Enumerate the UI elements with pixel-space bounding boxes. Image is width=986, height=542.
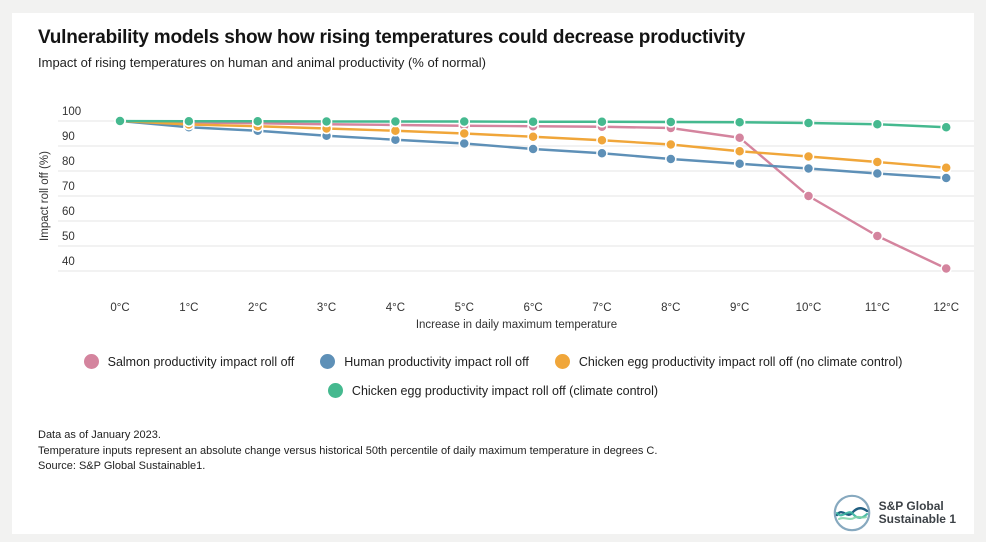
data-point[interactable] <box>320 115 333 128</box>
legend-label: Salmon productivity impact roll off <box>107 354 295 369</box>
sp-global-sustainable1-logo: S&P Global Sustainable 1 <box>833 494 956 532</box>
data-point[interactable] <box>871 230 884 242</box>
page-title: Vulnerability models show how rising tem… <box>38 27 746 48</box>
data-point[interactable] <box>802 150 815 163</box>
data-point[interactable] <box>802 190 815 202</box>
logo-line1: S&P Global <box>878 499 944 513</box>
y-axis-title: Impact roll off (%) <box>39 151 51 241</box>
page-subtitle: Impact of rising temperatures on human a… <box>38 55 486 70</box>
x-tick-label: 10°C <box>796 302 822 314</box>
legend-label: Chicken egg productivity impact roll off… <box>351 383 659 398</box>
data-point[interactable] <box>802 162 815 175</box>
sustainable1-wave-icon <box>833 494 870 532</box>
data-point[interactable] <box>458 115 470 128</box>
legend-label: Human productivity impact roll off <box>344 354 529 369</box>
data-point[interactable] <box>527 131 539 143</box>
logo-wordmark: S&P Global Sustainable 1 <box>879 500 956 526</box>
data-point[interactable] <box>871 167 884 180</box>
logo-line2: Sustainable 1 <box>878 512 956 526</box>
data-point[interactable] <box>665 153 677 165</box>
data-point[interactable] <box>733 132 746 144</box>
legend-item[interactable]: Chicken egg productivity impact roll off… <box>327 383 659 398</box>
data-point[interactable] <box>596 116 608 128</box>
footnote-line: Source: S&P Global Sustainable1. <box>38 460 206 472</box>
y-tick-label: 100 <box>62 106 81 118</box>
data-point[interactable] <box>733 116 746 128</box>
x-tick-label: 6°C <box>523 302 542 314</box>
y-tick-label: 80 <box>62 156 75 168</box>
data-point[interactable] <box>802 117 815 129</box>
x-tick-label: 0°C <box>110 302 129 314</box>
y-tick-label: 40 <box>62 256 75 268</box>
x-tick-label: 11°C <box>865 302 890 314</box>
legend-dot-icon <box>83 354 99 369</box>
x-tick-label: 5°C <box>455 302 474 314</box>
data-point[interactable] <box>940 162 952 174</box>
x-tick-label: 8°C <box>661 302 680 314</box>
x-axis-title: Increase in daily maximum temperature <box>416 319 617 331</box>
x-tick-label: 2°C <box>248 302 267 314</box>
data-point[interactable] <box>733 145 746 157</box>
x-tick-label: 4°C <box>386 302 405 314</box>
legend-dot-icon <box>554 354 570 369</box>
legend-item[interactable]: Salmon productivity impact roll off <box>83 354 295 369</box>
data-point[interactable] <box>183 115 195 127</box>
data-point[interactable] <box>389 115 402 128</box>
y-tick-label: 50 <box>62 231 75 243</box>
data-point[interactable] <box>733 158 746 170</box>
x-tick-label: 1°C <box>179 302 198 314</box>
data-point[interactable] <box>871 118 884 130</box>
data-point[interactable] <box>940 121 952 133</box>
legend-item[interactable]: Chicken egg productivity impact roll off… <box>554 354 903 369</box>
legend-item[interactable]: Human productivity impact roll off <box>320 354 529 369</box>
legend-dot-icon <box>327 383 343 398</box>
data-point[interactable] <box>596 147 608 159</box>
legend: Salmon productivity impact roll off Human… <box>12 354 974 398</box>
data-point[interactable] <box>665 116 677 128</box>
y-tick-label: 70 <box>62 181 75 193</box>
data-point[interactable] <box>665 138 677 151</box>
legend-label: Chicken egg productivity impact roll off… <box>578 354 903 369</box>
footnotes: Data as of January 2023. Temperature inp… <box>38 428 657 475</box>
x-tick-label: 3°C <box>317 302 336 314</box>
data-point[interactable] <box>527 116 539 128</box>
data-point[interactable] <box>940 262 952 275</box>
chart-card: Vulnerability models show how rising tem… <box>12 13 974 534</box>
data-point[interactable] <box>871 156 884 168</box>
data-point[interactable] <box>458 127 470 140</box>
legend-row: Salmon productivity impact roll off Human… <box>83 354 903 369</box>
data-point[interactable] <box>596 134 608 146</box>
x-tick-label: 12°C <box>933 302 959 314</box>
chart-canvas: 100 90 80 70 60 50 40 Impact roll off (%) 0°C 1°C… <box>39 106 974 331</box>
data-point[interactable] <box>940 172 952 184</box>
data-point[interactable] <box>458 137 470 150</box>
legend-dot-icon <box>320 354 336 369</box>
data-point[interactable] <box>251 115 264 127</box>
y-tick-label: 90 <box>62 131 75 143</box>
data-point[interactable] <box>114 115 126 127</box>
footnote-line: Temperature inputs represent an absolute… <box>38 444 658 457</box>
x-tick-label: 7°C <box>592 302 611 314</box>
x-tick-label: 9°C <box>730 302 749 314</box>
footnote-line: Data as of January 2023. <box>38 429 161 441</box>
data-point[interactable] <box>527 143 539 155</box>
legend-row: Chicken egg productivity impact roll off… <box>327 383 659 398</box>
y-tick-label: 60 <box>62 206 75 218</box>
